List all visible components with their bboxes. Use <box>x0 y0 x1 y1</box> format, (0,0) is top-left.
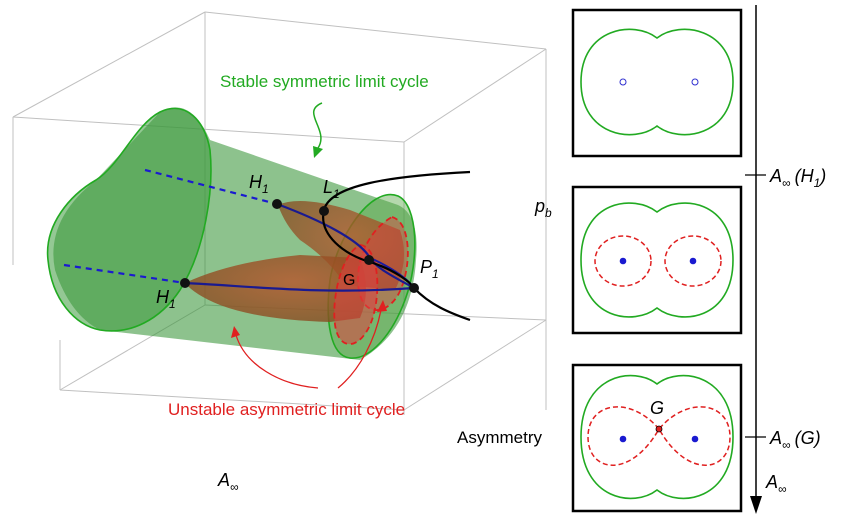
label-h1-lower: H1 <box>156 287 176 311</box>
bifurcation-points <box>180 199 419 293</box>
panel-2-equilibrium-right <box>689 257 697 265</box>
fold-curve <box>322 170 471 322</box>
point-h1-upper <box>272 199 282 209</box>
label-l1: L1 <box>323 177 340 201</box>
panel-3-symmetric-cycle <box>580 374 734 500</box>
point-g <box>364 255 374 265</box>
unstable-arrow-left <box>235 334 319 389</box>
panel-1-symmetric-cycle <box>580 28 734 136</box>
side-tick-g: A∞ (G) <box>769 428 821 452</box>
unstable-cycles <box>333 216 409 345</box>
panel-2 <box>571 185 743 335</box>
side-tick-h1: A∞ (H1) <box>769 166 826 190</box>
unstable-arrow-right <box>337 309 382 389</box>
unstable-arrow-right-head <box>377 300 387 312</box>
side-axis <box>745 5 766 514</box>
panel-1-equilibrium-left <box>619 78 627 86</box>
label-h1-upper: H1 <box>249 172 269 196</box>
stable-arrow-head <box>313 146 323 158</box>
axis-label-pb: pb <box>534 196 552 220</box>
axis-label-asymmetry: Asymmetry <box>457 428 543 447</box>
point-h1-lower <box>180 278 190 288</box>
side-axis-arrowhead <box>750 496 762 514</box>
label-unstable-asymmetric: Unstable asymmetric limit cycle <box>168 400 405 419</box>
side-axis-label: A∞ <box>765 472 787 496</box>
panel-3 <box>571 363 743 513</box>
unstable-arrow-left-head <box>231 326 240 338</box>
panel-3-saddle-g <box>655 425 663 433</box>
stable-arrow <box>313 102 323 149</box>
point-p1 <box>409 283 419 293</box>
panel-1-equilibrium-right <box>691 78 699 86</box>
panel-3-equilibrium-left <box>619 435 627 443</box>
label-p1: P1 <box>420 257 439 281</box>
label-stable-symmetric: Stable symmetric limit cycle <box>220 72 429 91</box>
panel-3-label-g: G <box>650 398 664 418</box>
panel-1 <box>571 8 743 158</box>
panel-2-equilibrium-left <box>619 257 627 265</box>
panel-2-symmetric-cycle <box>580 202 734 318</box>
point-l1 <box>319 206 329 216</box>
axis-label-a-infinity: A∞ <box>217 470 239 494</box>
panel-2-unstable-cycle-left <box>594 235 652 287</box>
panel-3-equilibrium-right <box>691 435 699 443</box>
panel-2-unstable-cycle-right <box>664 235 722 287</box>
label-g: G <box>343 272 355 289</box>
